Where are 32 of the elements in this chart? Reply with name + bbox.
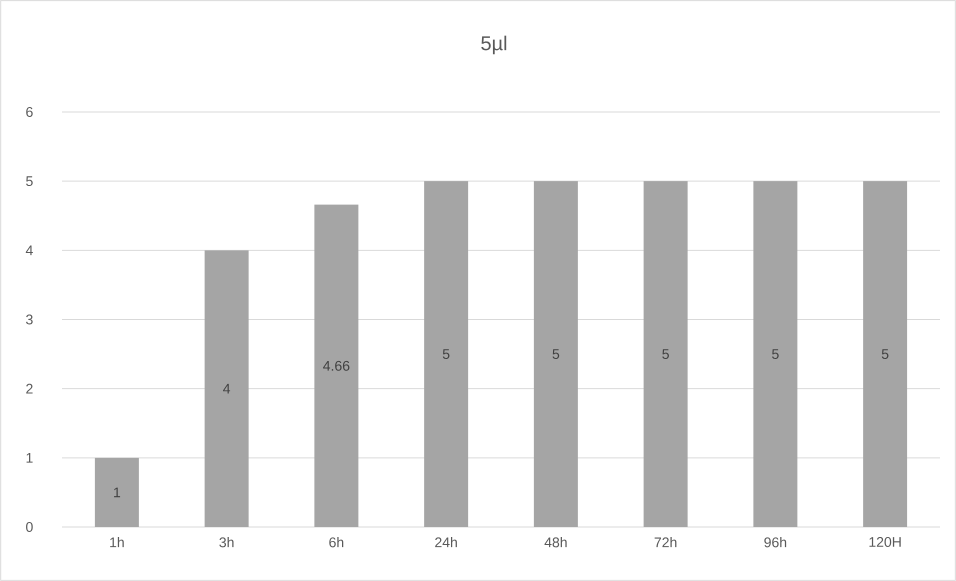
y-tick-label: 6 bbox=[26, 107, 33, 117]
bar bbox=[204, 250, 249, 527]
x-tick-label: 48h bbox=[544, 537, 567, 548]
data-label: 5 bbox=[772, 349, 779, 359]
bar bbox=[424, 181, 468, 527]
x-tick-label: 6h bbox=[329, 537, 344, 548]
bar bbox=[534, 181, 578, 527]
bar bbox=[863, 181, 908, 527]
x-tick-label: 96h bbox=[764, 537, 786, 548]
y-tick-label: 2 bbox=[26, 384, 33, 394]
x-tick-label: 120H bbox=[869, 537, 901, 547]
data-label: 4 bbox=[223, 384, 230, 394]
y-tick-label: 5 bbox=[26, 176, 33, 186]
x-tick-label: 1h bbox=[110, 537, 124, 548]
y-tick-label: 4 bbox=[26, 246, 33, 256]
data-label: 1 bbox=[114, 488, 120, 498]
data-label: 5 bbox=[442, 349, 450, 359]
x-tick-label: 3h bbox=[219, 537, 234, 548]
data-label: 4.66 bbox=[323, 360, 350, 371]
bar bbox=[94, 458, 139, 527]
chart-title: 5µl bbox=[481, 36, 506, 54]
y-tick-label: 3 bbox=[26, 314, 33, 324]
data-label: 5 bbox=[552, 349, 560, 359]
data-label: 5 bbox=[662, 349, 669, 359]
y-tick-label: 1 bbox=[26, 453, 33, 463]
y-tick-label: 0 bbox=[26, 522, 33, 532]
data-label: 5 bbox=[882, 349, 888, 359]
bar bbox=[753, 181, 798, 527]
x-tick-label: 24h bbox=[435, 537, 457, 548]
bar bbox=[644, 181, 688, 527]
x-tick-label: 72h bbox=[654, 537, 676, 548]
bar bbox=[314, 204, 358, 527]
